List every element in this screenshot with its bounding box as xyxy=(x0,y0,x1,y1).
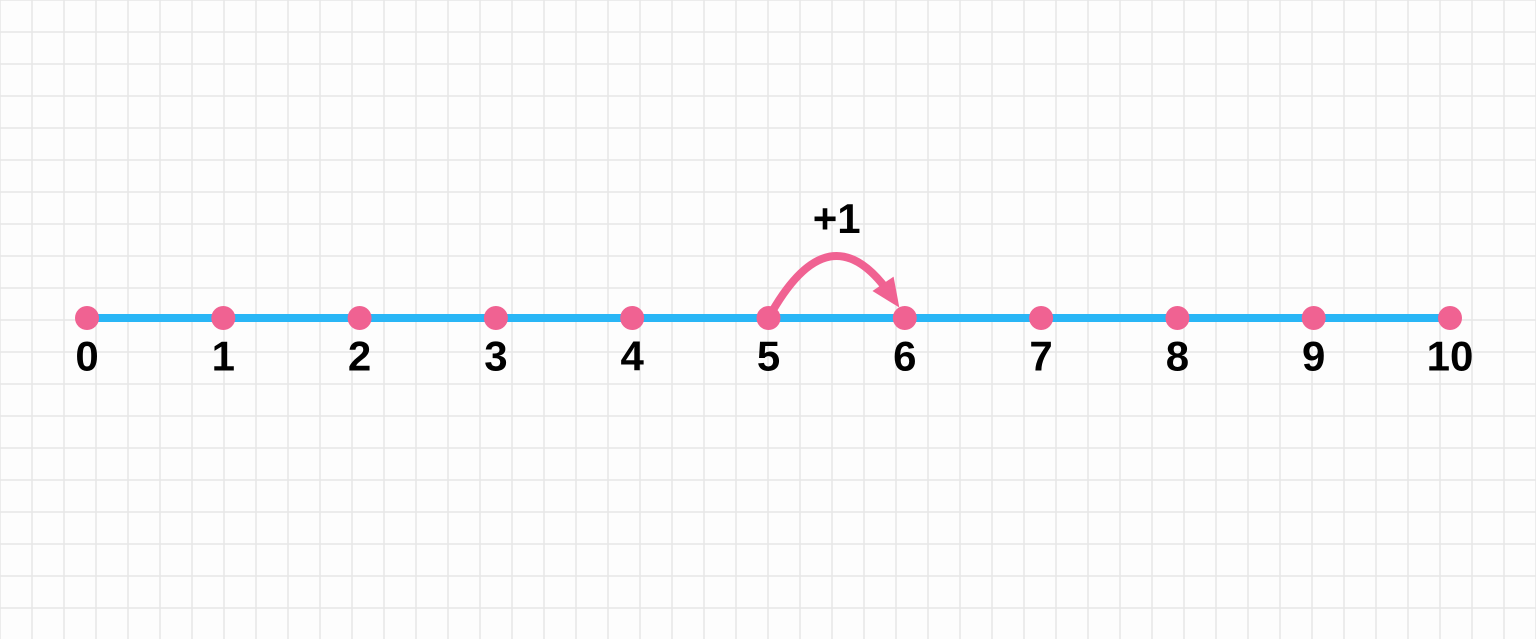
tick-label: 7 xyxy=(1029,332,1052,379)
tick-dot xyxy=(348,306,372,330)
tick-dot xyxy=(893,306,917,330)
tick-label: 8 xyxy=(1166,332,1189,379)
tick-dot xyxy=(1438,306,1462,330)
tick-dot xyxy=(1302,306,1326,330)
tick-label: 0 xyxy=(75,332,98,379)
tick-label: 9 xyxy=(1302,332,1325,379)
tick-label: 1 xyxy=(212,332,235,379)
jump-label: +1 xyxy=(813,195,861,242)
tick-dot xyxy=(484,306,508,330)
tick-dot xyxy=(1165,306,1189,330)
tick-label: 5 xyxy=(757,332,780,379)
tick-label: 3 xyxy=(484,332,507,379)
number-line-diagram: 0 1 2 3 4 5 6 7 8 9 10 +1 xyxy=(0,0,1536,639)
tick-label: 6 xyxy=(893,332,916,379)
tick-label: 10 xyxy=(1427,332,1474,379)
tick-dot xyxy=(1029,306,1053,330)
tick-dot xyxy=(75,306,99,330)
tick-label: 4 xyxy=(621,332,645,379)
tick-dot xyxy=(211,306,235,330)
tick-label: 2 xyxy=(348,332,371,379)
tick-dot xyxy=(620,306,644,330)
